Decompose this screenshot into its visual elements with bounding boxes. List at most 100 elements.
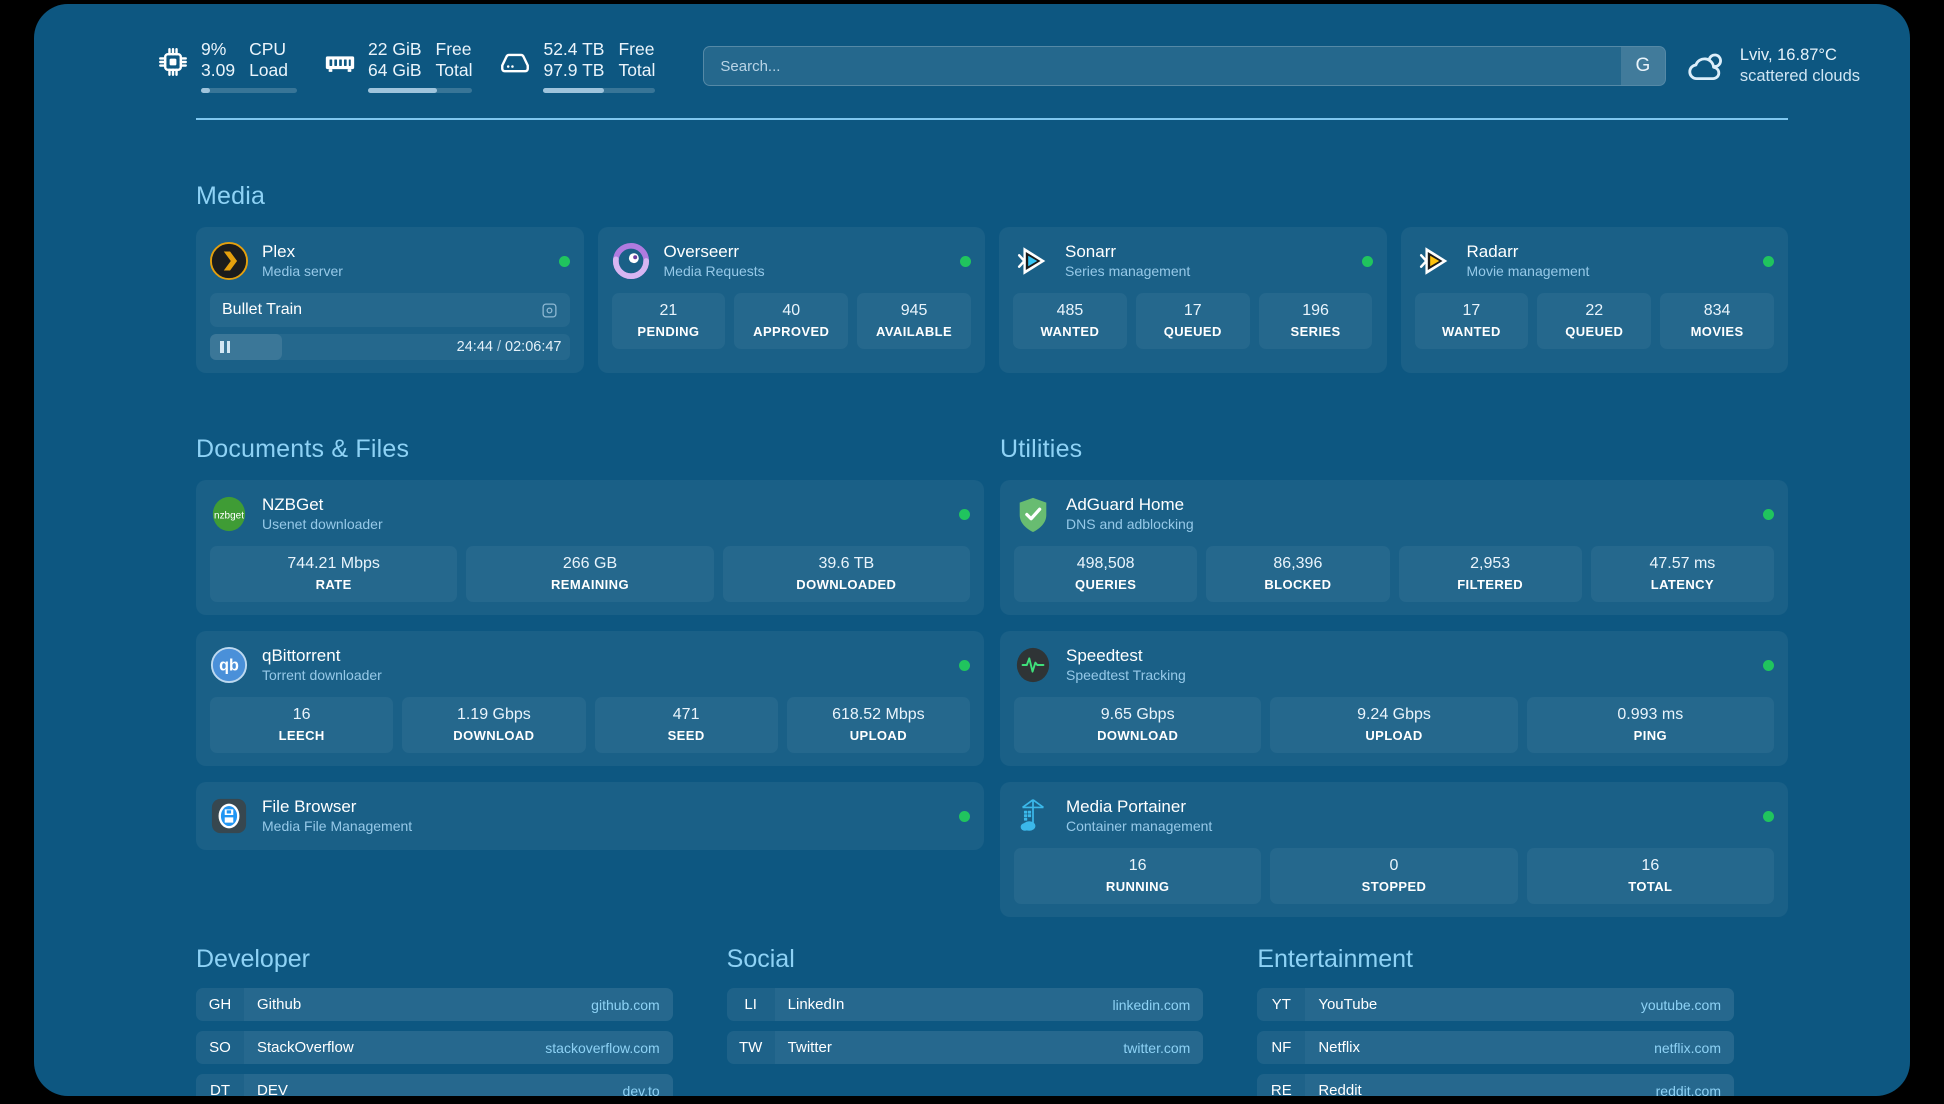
search-engine-button[interactable]: G <box>1620 47 1665 85</box>
stat-value: 498,508 <box>1076 555 1135 572</box>
stat-value: 40 <box>782 302 801 319</box>
cpu-label-line2: Load <box>249 60 288 80</box>
stat-label: STOPPED <box>1361 879 1427 894</box>
bookmark-item[interactable]: GH Github github.com <box>196 988 673 1021</box>
header-divider <box>196 118 1788 120</box>
card-title: Overseerr <box>663 242 740 261</box>
status-badge <box>1763 659 1774 671</box>
section-title-documents: Documents & Files <box>196 435 410 463</box>
status-badge <box>1763 508 1774 520</box>
ram-label-line1: Free <box>435 39 472 59</box>
stat-label: BLOCKED <box>1264 577 1332 592</box>
bookmark-item[interactable]: YT YouTube youtube.com <box>1257 988 1734 1021</box>
bookmark-name: YouTube <box>1318 996 1378 1013</box>
service-card-speedtest[interactable]: Speedtest Speedtest Tracking 9.65 Gbps D… <box>1000 631 1788 766</box>
stat-label: QUEUED <box>1163 324 1222 339</box>
stat-tile: 2,953 FILTERED <box>1398 546 1582 602</box>
bookmark-group-title: Social <box>726 945 795 973</box>
weather-widget: Lviv, 16.87°C scattered clouds <box>1684 45 1870 87</box>
now-playing-progress[interactable]: 24:44 / 02:06:47 <box>210 334 570 360</box>
ram-stat-group: 22 GiB 64 GiB Free Total <box>323 39 473 93</box>
stat-label: WANTED <box>1442 324 1501 339</box>
card-subtitle: Movie management <box>1466 263 1590 279</box>
bookmark-url: stackoverflow.com <box>545 1039 660 1056</box>
overseerr-icon <box>612 242 650 280</box>
stat-value: 17 <box>1183 302 1202 319</box>
card-subtitle: DNS and adblocking <box>1066 516 1194 532</box>
status-badge <box>960 255 971 267</box>
card-stats: 498,508 QUERIES 86,396 BLOCKED 2,953 FIL… <box>1014 546 1774 602</box>
bookmark-item[interactable]: TW Twitter twitter.com <box>726 1031 1204 1064</box>
bookmark-abbr: NF <box>1257 1031 1306 1064</box>
stat-label: APPROVED <box>753 324 830 339</box>
stat-tile: 485 WANTED <box>1013 293 1127 349</box>
card-title: AdGuard Home <box>1066 495 1185 514</box>
bookmark-item[interactable]: LI LinkedIn linkedin.com <box>726 988 1204 1021</box>
ram-icon <box>323 45 357 79</box>
bookmark-name: DEV <box>257 1082 288 1096</box>
stat-tile: 0.993 ms PING <box>1526 697 1774 753</box>
stat-label: RUNNING <box>1105 879 1170 894</box>
status-badge <box>959 810 970 822</box>
service-card-plex[interactable]: Plex Media server Bullet Train <box>196 227 584 373</box>
card-header: qb qBittorrent Torrent downloader <box>210 645 970 685</box>
service-card-nzbget[interactable]: nzbget NZBGet Usenet downloader 74 <box>196 480 984 615</box>
stat-label: QUERIES <box>1074 577 1137 592</box>
stat-value: 471 <box>672 706 700 723</box>
card-stats: 744.21 Mbps RATE 266 GB REMAINING 39.6 T… <box>210 546 970 602</box>
stat-tile: 17 WANTED <box>1414 293 1529 349</box>
service-card-radarr[interactable]: Radarr Movie management 17 WANTED 22 QUE… <box>1400 227 1788 373</box>
bookmark-abbr: DT <box>196 1074 244 1096</box>
service-card-media-portainer[interactable]: Media Portainer Container management 16 … <box>1000 782 1788 917</box>
stat-label: AVAILABLE <box>876 324 953 339</box>
card-subtitle: Speedtest Tracking <box>1066 667 1186 683</box>
cpu-label-line1: CPU <box>249 39 287 59</box>
bookmark-group-title: Entertainment <box>1257 945 1413 973</box>
cloud-icon <box>1684 45 1726 87</box>
disk-icon <box>498 45 532 79</box>
cpu-usage-bar <box>201 88 297 93</box>
bookmark-item[interactable]: SO StackOverflow stackoverflow.com <box>196 1031 673 1064</box>
bookmark-item[interactable]: DT DEV dev.to <box>196 1074 673 1096</box>
documents-card-column: nzbget NZBGet Usenet downloader 74 <box>196 480 984 850</box>
bookmark-item[interactable]: RE Reddit reddit.com <box>1257 1074 1734 1096</box>
card-header: nzbget NZBGet Usenet downloader <box>210 494 970 534</box>
bookmark-abbr: GH <box>196 988 244 1021</box>
stat-label: FILTERED <box>1457 577 1524 592</box>
stat-tile: 618.52 Mbps UPLOAD <box>786 697 970 753</box>
bookmark-item[interactable]: NF Netflix netflix.com <box>1257 1031 1734 1064</box>
stat-value: 266 GB <box>562 555 618 572</box>
service-card-qbittorrent[interactable]: qb qBittorrent Torrent downloader <box>196 631 984 766</box>
search-input[interactable] <box>704 47 1621 85</box>
search-box[interactable]: G <box>703 46 1666 86</box>
card-header: Overseerr Media Requests <box>612 241 971 281</box>
status-badge <box>1361 255 1373 267</box>
status-badge <box>959 659 970 671</box>
media-card-row: Plex Media server Bullet Train <box>196 227 1788 373</box>
service-card-adguard-home[interactable]: AdGuard Home DNS and adblocking 498,508 … <box>1000 480 1788 615</box>
now-playing-row[interactable]: Bullet Train <box>210 293 570 327</box>
service-card-sonarr[interactable]: Sonarr Series management 485 WANTED 17 Q… <box>999 227 1387 373</box>
stat-tile: 266 GB REMAINING <box>466 546 714 602</box>
disk-label-line1: Free <box>618 39 655 59</box>
pause-icon[interactable] <box>220 341 230 353</box>
stat-tile: 196 SERIES <box>1258 293 1373 349</box>
stat-tile: 21 PENDING <box>611 293 726 349</box>
service-card-file-browser[interactable]: File Browser Media File Management <box>196 782 984 850</box>
service-card-overseerr[interactable]: Overseerr Media Requests 21 PENDING 40 A… <box>597 227 985 373</box>
stat-label: UPLOAD <box>849 728 908 743</box>
sonarr-icon <box>1013 242 1051 280</box>
ram-usage-bar <box>368 88 473 93</box>
status-badge <box>1763 810 1774 822</box>
card-title: Sonarr <box>1065 242 1117 261</box>
card-subtitle: Torrent downloader <box>262 667 382 683</box>
now-playing-time: 24:44 / 02:06:47 <box>456 339 562 355</box>
stat-value: 9.24 Gbps <box>1357 706 1431 723</box>
bookmark-abbr: LI <box>726 988 775 1021</box>
stat-value: 744.21 Mbps <box>287 555 380 572</box>
settings-icon[interactable] <box>541 302 558 319</box>
stat-tile: 40 APPROVED <box>734 293 849 349</box>
stat-tile: 39.6 TB DOWNLOADED <box>722 546 970 602</box>
stat-value: 16 <box>1641 857 1660 874</box>
card-stats: 16 LEECH 1.19 Gbps DOWNLOAD 471 SEED <box>210 697 970 753</box>
